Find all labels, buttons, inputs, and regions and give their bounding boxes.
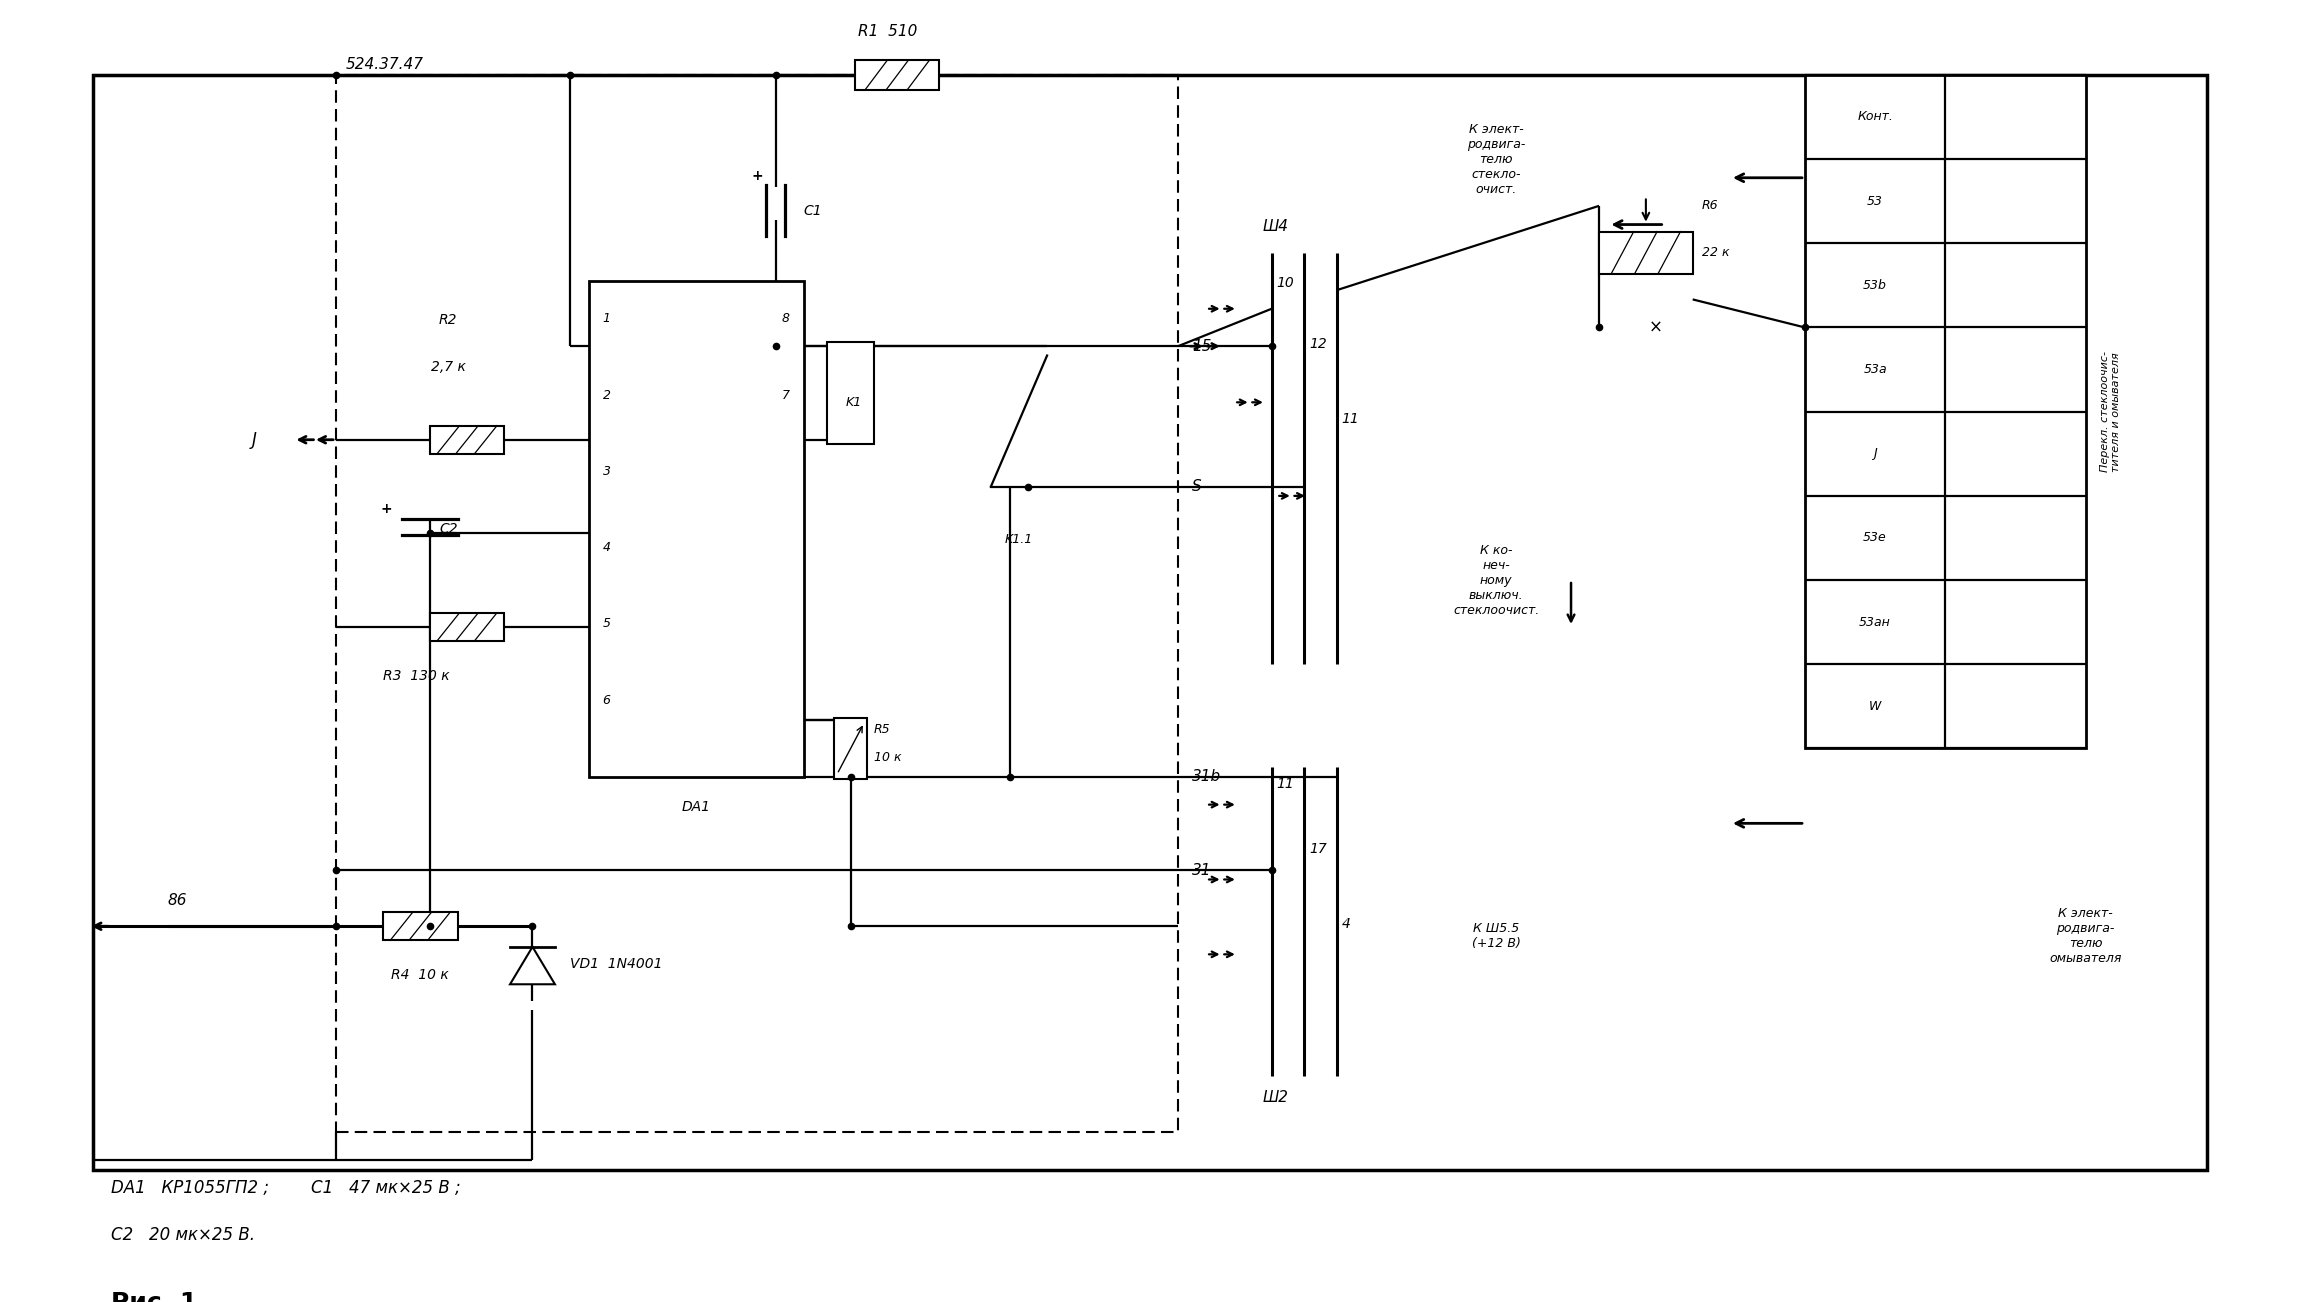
- Text: 53b: 53b: [1863, 279, 1886, 292]
- Text: Ш4: Ш4: [1263, 219, 1288, 234]
- Text: 10: 10: [1276, 276, 1295, 290]
- Text: 6: 6: [603, 694, 612, 707]
- Text: +: +: [380, 503, 391, 517]
- Text: DA1: DA1: [681, 799, 711, 814]
- Text: +: +: [752, 169, 764, 182]
- Text: 4: 4: [603, 542, 612, 555]
- Text: К элект-
родвига-
телю
омывателя: К элект- родвига- телю омывателя: [2049, 906, 2123, 965]
- Bar: [382, 913, 458, 940]
- Text: 7: 7: [782, 388, 789, 401]
- Text: C1: C1: [803, 203, 823, 217]
- Text: R6: R6: [1702, 199, 1718, 212]
- Text: Рис. 1: Рис. 1: [110, 1292, 198, 1302]
- Polygon shape: [511, 947, 554, 984]
- Text: 31b: 31b: [1191, 769, 1221, 784]
- Text: 53а: 53а: [1863, 363, 1886, 376]
- Text: Ш2: Ш2: [1263, 1090, 1288, 1105]
- Text: R5: R5: [874, 724, 890, 737]
- Text: 1: 1: [603, 312, 612, 326]
- Text: 11: 11: [1341, 411, 1359, 426]
- Text: К ко-
неч-
ному
выключ.
стеклоочист.: К ко- неч- ному выключ. стеклоочист.: [1454, 543, 1539, 617]
- Bar: [828, 341, 874, 444]
- Text: 524.37.47: 524.37.47: [345, 57, 423, 72]
- Text: 31: 31: [1191, 863, 1212, 878]
- Text: R1  510: R1 510: [858, 25, 918, 39]
- Text: 53ан: 53ан: [1858, 616, 1891, 629]
- Text: C2: C2: [439, 522, 458, 535]
- Text: 22 к: 22 к: [1702, 246, 1730, 259]
- Text: R4  10 к: R4 10 к: [391, 969, 448, 983]
- Text: 10 к: 10 к: [874, 751, 902, 764]
- Text: DA1   КР1055ГП2 ;        C1   47 мк×25 В ;: DA1 КР1055ГП2 ; C1 47 мк×25 В ;: [110, 1178, 460, 1197]
- Text: К Ш5.5
(+12 В): К Ш5.5 (+12 В): [1472, 922, 1520, 949]
- Text: K1: K1: [846, 396, 862, 409]
- Text: К элект-
родвига-
телю
стекло-
очист.: К элект- родвига- телю стекло- очист.: [1467, 122, 1525, 195]
- Text: 2,7 к: 2,7 к: [430, 361, 465, 374]
- Text: Конт.: Конт.: [1856, 111, 1893, 124]
- Text: Перекл. стеклоочис-
тителя и омывателя: Перекл. стеклоочис- тителя и омывателя: [2100, 352, 2121, 473]
- Text: 86: 86: [168, 893, 186, 907]
- Text: ×: ×: [1649, 319, 1663, 336]
- Bar: [430, 613, 504, 641]
- Bar: [856, 60, 938, 90]
- Bar: [1598, 232, 1693, 273]
- Text: C2   20 мк×25 В.: C2 20 мк×25 В.: [110, 1225, 255, 1243]
- Text: R2: R2: [439, 314, 458, 328]
- Text: 5: 5: [603, 617, 612, 630]
- Bar: [1806, 74, 2086, 749]
- Text: R3  130 к: R3 130 к: [382, 669, 448, 684]
- Text: W: W: [1870, 700, 1881, 713]
- Bar: [336, 74, 1178, 1133]
- Text: 2: 2: [603, 388, 612, 401]
- Text: J: J: [251, 431, 258, 449]
- Text: S: S: [1191, 479, 1201, 493]
- Text: 53: 53: [1868, 195, 1884, 207]
- Text: K1.1: K1.1: [1005, 534, 1033, 547]
- Text: 4: 4: [1341, 917, 1350, 931]
- Text: 11: 11: [1276, 776, 1295, 790]
- Text: 53е: 53е: [1863, 531, 1886, 544]
- Text: 15: 15: [1191, 339, 1212, 354]
- Text: 17: 17: [1309, 842, 1327, 855]
- Text: 12: 12: [1309, 337, 1327, 350]
- Text: 3: 3: [603, 465, 612, 478]
- Bar: [430, 426, 504, 454]
- Bar: [835, 719, 867, 779]
- Text: J: J: [1872, 448, 1877, 461]
- Text: VD1  1N4001: VD1 1N4001: [570, 957, 662, 971]
- Text: 8: 8: [782, 312, 789, 326]
- Bar: [589, 281, 803, 776]
